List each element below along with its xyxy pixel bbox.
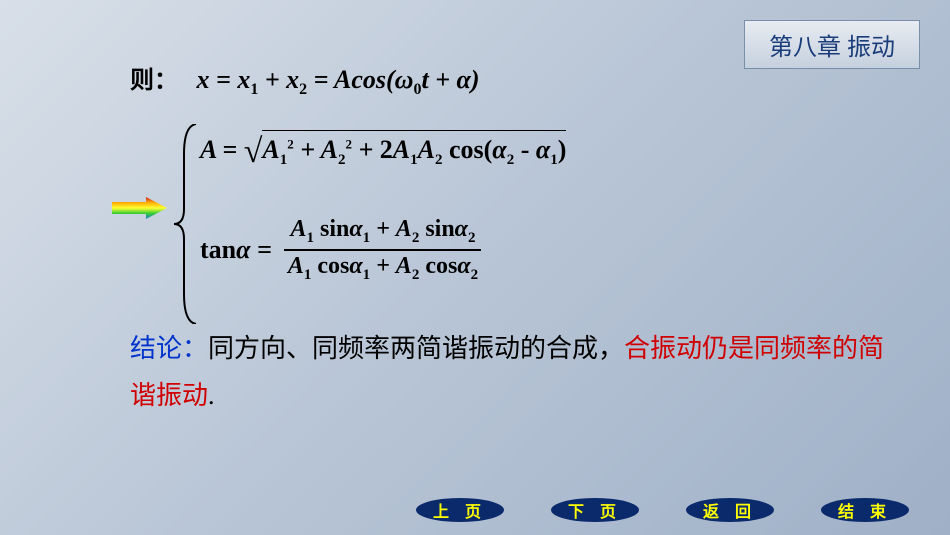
formula-a-radicand: A12 + A22 + 2A1A2 cos(α2 - α1)	[262, 130, 566, 169]
line1-formula: x = x1 + x2 = Acos(ω0t + α)	[197, 65, 480, 94]
conclusion-period: .	[208, 381, 215, 410]
nav-next-button[interactable]: 下 页	[550, 497, 640, 523]
tan-fraction: A1 sinα1 + A2 sinα2 A1 cosα1 + A2 cosα2	[282, 214, 484, 286]
main-content: 则： x = x1 + x2 = Acos(ω0t + α)	[130, 60, 890, 419]
left-brace-icon	[172, 124, 200, 324]
conclusion-body: 同方向、同频率两简谐振动的合成，	[208, 334, 624, 363]
nav-end-button[interactable]: 结 束	[820, 497, 910, 523]
formula-a-lhs: A =	[200, 135, 237, 164]
conclusion-text: 结论：同方向、同频率两简谐振动的合成，合振动仍是同频率的简谐振动.	[130, 326, 890, 420]
tan-numerator: A1 sinα1 + A2 sinα2	[284, 214, 481, 251]
phase-formula: tanα = A1 sinα1 + A2 sinα2 A1 cosα1 + A2…	[200, 214, 890, 286]
nav-next-label: 下 页	[568, 498, 622, 522]
equation-line-1: 则： x = x1 + x2 = Acos(ω0t + α)	[130, 60, 890, 99]
chapter-title-text: 第八章 振动	[769, 35, 895, 61]
rainbow-arrow-icon	[112, 197, 167, 219]
nav-back-label: 返 回	[703, 498, 757, 522]
tan-denominator: A1 cosα1 + A2 cosα2	[282, 251, 484, 286]
nav-prev-label: 上 页	[433, 498, 487, 522]
nav-prev-button[interactable]: 上 页	[415, 497, 505, 523]
line1-prefix: 则：	[130, 68, 178, 94]
amplitude-formula: A = √ A12 + A22 + 2A1A2 cos(α2 - α1)	[200, 129, 890, 179]
sqrt-icon: √	[244, 133, 263, 170]
formula-tan-lhs: tanα =	[200, 235, 272, 265]
nav-back-button[interactable]: 返 回	[685, 497, 775, 523]
nav-bar: 上 页 下 页 返 回 结 束	[415, 497, 910, 523]
formula-group: A = √ A12 + A22 + 2A1A2 cos(α2 - α1) tan…	[200, 129, 890, 286]
conclusion-label: 结论：	[130, 334, 208, 363]
nav-end-label: 结 束	[838, 498, 892, 522]
